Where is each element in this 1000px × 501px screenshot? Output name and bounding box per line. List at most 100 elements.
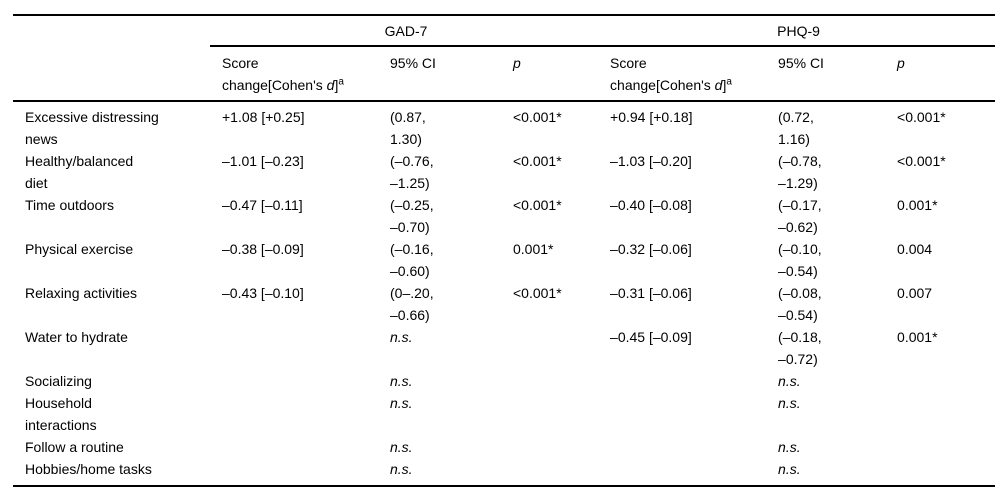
- gad-ci: (0–.20, –0.66): [378, 282, 501, 326]
- cell-line: (–0.78,: [778, 153, 822, 169]
- results-table: GAD-7 PHQ-9 Score change[Cohen's d]a 95%…: [13, 14, 996, 487]
- cell-line: n.s.: [390, 439, 413, 455]
- cell-line: Time outdoors: [25, 197, 114, 213]
- cell-line: n.s.: [778, 461, 801, 477]
- cell-line: –0.66): [390, 307, 430, 323]
- cell-line: (–0.10,: [778, 241, 822, 257]
- gad-score-change-header: Score change[Cohen's d]a: [210, 46, 378, 102]
- gad-p-header: p: [501, 46, 599, 102]
- row-label: Relaxing activities: [13, 282, 210, 326]
- header-text: ]: [334, 77, 339, 93]
- cell-line: Physical exercise: [25, 241, 134, 257]
- phq-p-value: <0.001*: [897, 109, 946, 125]
- gad-p-value: [501, 370, 598, 392]
- gad-ci-header: 95% CI: [378, 46, 501, 102]
- phq-score-change: –0.31 [–0.06]: [610, 285, 692, 301]
- cell-line: –0.72): [778, 351, 818, 367]
- gad-score-change: –1.01 [–0.23]: [222, 153, 304, 169]
- row-label: Household interactions: [13, 392, 210, 436]
- phq-p-value: 0.001*: [897, 329, 938, 345]
- gad-score-change: –0.38 [–0.09]: [222, 241, 304, 257]
- phq-ci: n.s.: [766, 436, 885, 458]
- phq-score-change: –0.32 [–0.06]: [610, 241, 692, 257]
- gad-p-value: <0.001*: [513, 197, 562, 213]
- phq-score-change: [598, 458, 766, 486]
- cell-line: n.s.: [390, 373, 413, 389]
- cell-line: Excessive distressing: [25, 109, 159, 125]
- table-row: Water to hydrate n.s. –0.45 [–0.09] (–0.18,…: [13, 326, 995, 370]
- gad-p-value: [501, 392, 598, 436]
- cell-line: –0.54): [778, 307, 818, 323]
- phq-ci: (–0.78, –1.29): [766, 150, 885, 194]
- cohens-d-symbol: d: [714, 77, 723, 93]
- gad-ci: (–0.76, –1.25): [378, 150, 501, 194]
- row-label: Water to hydrate: [13, 326, 210, 370]
- cell-line: n.s.: [390, 329, 413, 345]
- gad-p-value: 0.001*: [513, 241, 554, 257]
- cell-line: Follow a routine: [25, 439, 124, 455]
- gad-score-change: [210, 436, 378, 458]
- cell-line: –0.70): [390, 219, 430, 235]
- group-header-phq9: PHQ-9: [598, 15, 996, 47]
- group-header-row: GAD-7 PHQ-9: [13, 15, 996, 47]
- phq-p-value: 0.004: [897, 241, 933, 257]
- cell-line: diet: [25, 175, 48, 191]
- header-text: change[Cohen's: [610, 77, 715, 93]
- group-header-gad7: GAD-7: [210, 15, 599, 47]
- cell-line: n.s.: [390, 461, 413, 477]
- table-row: Physical exercise –0.38 [–0.09] (–0.16, –0.…: [13, 238, 995, 282]
- header-text: ]: [722, 77, 727, 93]
- gad-ci: (0.87, 1.30): [378, 101, 501, 150]
- gad-p-value: <0.001*: [513, 109, 562, 125]
- cell-line: (–0.17,: [778, 197, 822, 213]
- header-line: Score: [222, 55, 259, 71]
- gad-ci: n.s.: [378, 326, 501, 370]
- cell-line: (–0.18,: [778, 329, 822, 345]
- cell-line: –0.62): [778, 219, 818, 235]
- table-row: Relaxing activities –0.43 [–0.10] (0–.20, –…: [13, 282, 995, 326]
- table-row: Hobbies/home tasks n.s. n.s.: [13, 458, 995, 486]
- header-line: change[Cohen's d]a: [222, 74, 370, 96]
- row-label: Physical exercise: [13, 238, 210, 282]
- gad-p-value: <0.001*: [513, 153, 562, 169]
- phq-ci: (–0.18, –0.72): [766, 326, 885, 370]
- gad-ci: n.s.: [378, 458, 501, 486]
- row-label: Healthy/balanced diet: [13, 150, 210, 194]
- phq-ci: n.s.: [766, 370, 885, 392]
- gad-score-change: [210, 370, 378, 392]
- phq-p-value: [885, 370, 995, 392]
- header-text: change[Cohen's: [222, 77, 327, 93]
- gad-score-change: –0.43 [–0.10]: [222, 285, 304, 301]
- phq-score-change: [598, 436, 766, 458]
- gad-ci: (–0.16, –0.60): [378, 238, 501, 282]
- row-label: Follow a routine: [13, 436, 210, 458]
- gad-ci: n.s.: [378, 370, 501, 392]
- table-row: Household interactions n.s. n.s.: [13, 392, 995, 436]
- column-header-row: Score change[Cohen's d]a 95% CI p Score …: [13, 46, 996, 102]
- phq-p-value: 0.007: [897, 285, 933, 301]
- footnote-marker: a: [338, 76, 344, 88]
- gad-p-value: [501, 326, 598, 370]
- gad-score-change: [210, 458, 378, 486]
- phq-score-change: –0.40 [–0.08]: [610, 197, 692, 213]
- phq-ci: (–0.10, –0.54): [766, 238, 885, 282]
- phq-p-value: [885, 392, 995, 436]
- row-label: Hobbies/home tasks: [13, 458, 210, 486]
- phq-p-value: [885, 458, 995, 486]
- cell-line: (–0.08,: [778, 285, 822, 301]
- phq-ci: n.s.: [766, 392, 885, 436]
- phq-score-change: +0.94 [+0.18]: [610, 109, 693, 125]
- cell-line: Relaxing activities: [25, 285, 138, 301]
- footnote-marker: a: [726, 76, 732, 88]
- column-header-activity: [13, 46, 210, 102]
- phq-ci: (–0.08, –0.54): [766, 282, 885, 326]
- header-line: change[Cohen's d]a: [610, 74, 758, 96]
- gad-score-change: [210, 392, 378, 436]
- gad-ci: n.s.: [378, 392, 501, 436]
- gad-score-change: –0.47 [–0.11]: [222, 197, 303, 213]
- cell-line: n.s.: [390, 395, 413, 411]
- row-label: Socializing: [13, 370, 210, 392]
- table-row: Healthy/balanced diet –1.01 [–0.23] (–0.76,…: [13, 150, 995, 194]
- cell-line: –0.54): [778, 263, 818, 279]
- cell-line: news: [25, 131, 58, 147]
